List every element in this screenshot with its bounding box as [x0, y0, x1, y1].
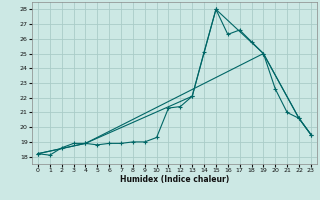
X-axis label: Humidex (Indice chaleur): Humidex (Indice chaleur): [120, 175, 229, 184]
